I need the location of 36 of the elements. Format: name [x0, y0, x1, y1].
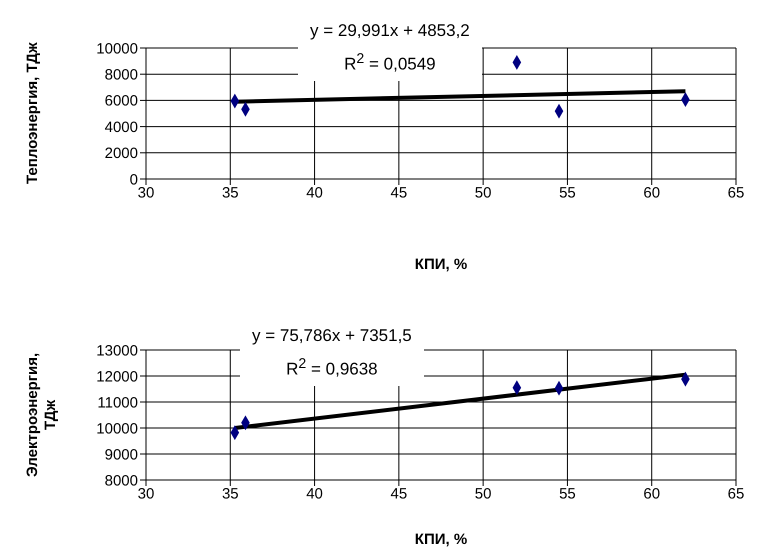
- y-tick-label: 4000: [104, 118, 138, 136]
- y-tick-label: 13000: [96, 342, 138, 360]
- x-tick-label: 55: [559, 486, 576, 503]
- x-axis-title: КПИ, %: [414, 531, 468, 548]
- y-tick-label: 10000: [96, 420, 138, 438]
- x-tick-label: 60: [643, 486, 660, 503]
- x-axis-title: КПИ, %: [414, 256, 468, 273]
- y-axis-title: Электроэнергия, ТДж: [24, 352, 60, 480]
- y-axis-title: Теплоэнергия, ТДж: [24, 41, 42, 186]
- x-tick-label: 65: [728, 184, 744, 202]
- x-tick-label: 40: [306, 184, 323, 202]
- x-tick-label: 30: [138, 184, 154, 202]
- x-tick-label: 40: [306, 486, 323, 503]
- x-tick-label: 50: [474, 184, 492, 202]
- annotation: R$^{2}$ = 0,9638: [285, 355, 379, 381]
- x-tick-label: 55: [559, 184, 576, 202]
- x-tick-label: 30: [138, 486, 154, 503]
- x-tick-label: 65: [728, 486, 744, 503]
- annotation: R$^{2}$ = 0,0549: [343, 50, 437, 76]
- y-tick-label: 12000: [96, 368, 138, 386]
- x-tick-label: 35: [222, 486, 239, 503]
- x-tick-label: 60: [643, 184, 660, 202]
- y-tick-label: 11000: [97, 394, 138, 412]
- x-tick-label: 35: [222, 184, 239, 202]
- y-tick-label: 2000: [104, 145, 138, 162]
- y-tick-label: 8000: [104, 66, 138, 84]
- y-tick-label: 8000: [104, 472, 138, 490]
- y-tick-label: 10000: [96, 40, 138, 58]
- x-tick-label: 50: [474, 486, 492, 503]
- y-tick-label: 6000: [104, 92, 138, 110]
- x-tick-label: 45: [390, 486, 408, 503]
- x-tick-label: 45: [390, 184, 408, 202]
- text: y = 29,991x + 4853,2: [310, 20, 470, 42]
- text: y = 75,786x + 7351,5: [252, 325, 412, 347]
- y-tick-label: 0: [130, 171, 138, 188]
- y-tick-label: 9000: [104, 446, 138, 464]
